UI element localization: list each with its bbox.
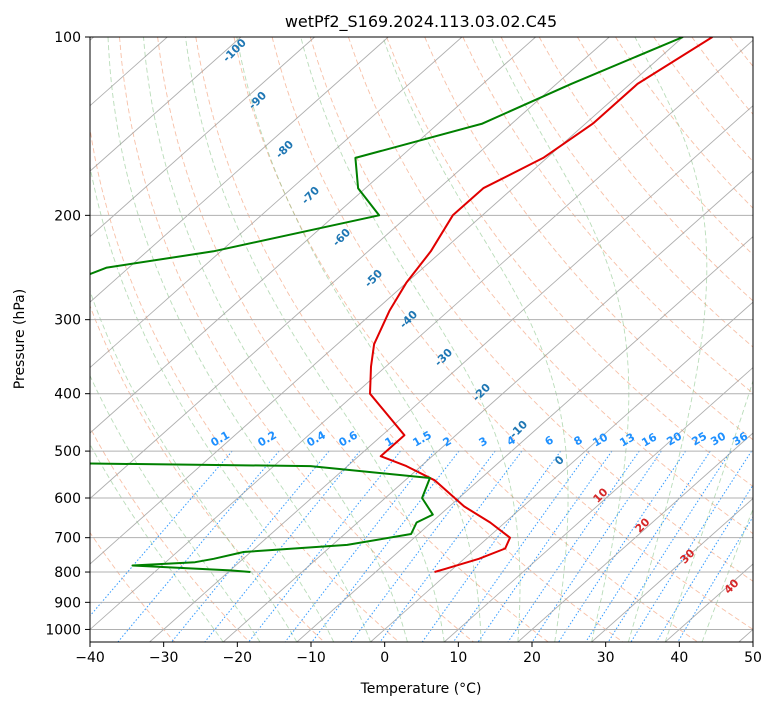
dry-adiabat — [119, 37, 474, 642]
dewpoint-line — [90, 37, 684, 573]
isotherm — [90, 37, 536, 434]
dry-adiabat — [90, 426, 250, 642]
y-tick-label: 700 — [54, 531, 81, 547]
mixing-ratio-line — [171, 450, 330, 642]
mixing-ratio-line — [204, 450, 361, 642]
plot-frame — [89, 36, 754, 643]
x-axis: −40 −30 −20 −10 0 10 20 30 40 50 — [75, 642, 762, 666]
moist-adiabat — [627, 37, 708, 642]
dry-adiabat — [424, 37, 753, 441]
x-axis-title: Temperature (°C) — [360, 681, 482, 697]
moist-adiabat — [382, 37, 569, 642]
mixing-ratio-line — [421, 450, 562, 642]
chart-title: wetPf2_S169.2024.113.03.02.C45 — [285, 12, 557, 32]
mixing-ratio-line — [655, 484, 753, 642]
isotherm — [90, 37, 315, 238]
x-tick-label: 40 — [670, 650, 688, 666]
y-tick-label: 800 — [54, 565, 81, 581]
moist-adiabat — [490, 37, 630, 642]
mixing-ratio-line — [531, 450, 662, 642]
moist-adiabat — [90, 443, 224, 642]
mixing-ratio-line — [452, 450, 590, 642]
dry-adiabat — [157, 37, 549, 642]
dry-adiabat — [768, 37, 775, 642]
mixing-ratio-line — [585, 450, 711, 642]
y-axis-title: Pressure (hPa) — [12, 289, 28, 389]
isotherm — [591, 497, 753, 642]
moist-adiabat — [90, 164, 335, 642]
dry-adiabat — [538, 37, 753, 302]
x-tick-label: 0 — [380, 650, 389, 666]
isotherm — [222, 170, 753, 642]
moist-adiabat — [701, 508, 753, 642]
isotherm — [443, 366, 753, 642]
mixing-ratio-line — [507, 450, 640, 642]
isotherm — [90, 37, 610, 500]
isotherm — [370, 301, 753, 642]
isotherm — [90, 37, 389, 303]
isotherm — [90, 37, 463, 369]
sounding-profiles — [90, 37, 713, 573]
moist-adiabat — [236, 37, 482, 642]
isotherm — [90, 37, 684, 565]
y-tick-label: 500 — [54, 444, 81, 460]
dry-adiabat — [90, 531, 176, 642]
mixing-ratio-line — [477, 450, 613, 642]
y-tick-label: 200 — [54, 208, 81, 224]
temperature-line — [369, 37, 713, 573]
moist-adiabat — [185, 37, 445, 642]
moist-adiabat — [664, 379, 753, 642]
mixing-ratio-line — [90, 450, 233, 617]
y-tick-label: 600 — [54, 491, 81, 507]
y-tick-label: 300 — [54, 313, 81, 329]
dry-adiabat — [309, 37, 753, 582]
moist-adiabat — [143, 37, 408, 642]
dry-adiabat — [233, 37, 698, 642]
dry-adiabat — [500, 37, 753, 348]
y-axis: 100 200 300 400 500 600 700 800 900 1000 — [45, 30, 90, 638]
y-tick-label: 900 — [54, 595, 81, 611]
x-tick-label: −30 — [149, 650, 179, 666]
mixing-ratio-line — [311, 450, 460, 642]
moist-adiabat — [300, 37, 521, 642]
dry-adiabat — [462, 37, 753, 394]
y-tick-label: 400 — [54, 387, 81, 403]
x-tick-label: −40 — [75, 650, 105, 666]
y-tick-label: 1000 — [45, 622, 81, 638]
x-tick-label: 20 — [523, 650, 541, 666]
isotherm — [90, 39, 753, 631]
background-lines — [90, 37, 775, 642]
y-tick-label: 100 — [54, 30, 81, 46]
moist-adiabat — [107, 37, 371, 642]
isotherm — [90, 37, 242, 172]
x-tick-label: −10 — [296, 650, 326, 666]
x-tick-label: 50 — [744, 650, 762, 666]
x-tick-label: 10 — [449, 650, 467, 666]
dry-adiabat — [271, 37, 753, 630]
isotherm — [296, 236, 753, 642]
mixing-ratio-line — [379, 450, 523, 642]
isotherm — [149, 105, 753, 642]
x-tick-label: 30 — [597, 650, 615, 666]
moist-adiabat — [90, 374, 261, 642]
mixing-ratio-line — [248, 450, 401, 642]
isotherm — [517, 432, 753, 642]
x-tick-label: −20 — [223, 650, 253, 666]
dry-adiabat — [195, 37, 624, 642]
